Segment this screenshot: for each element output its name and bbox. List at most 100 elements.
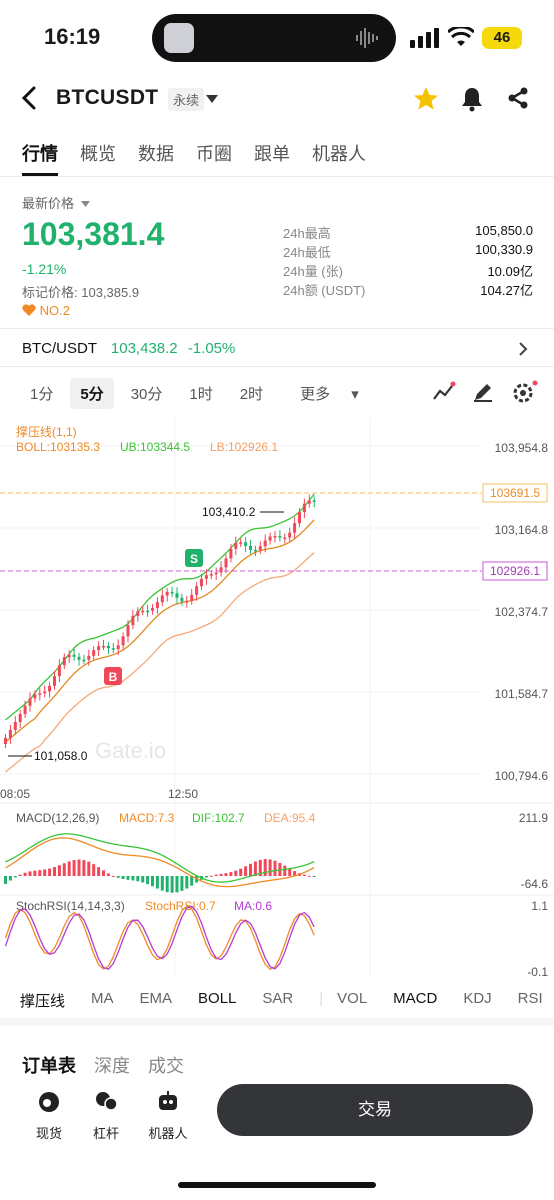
bot-button[interactable]: 机器人 — [146, 1090, 190, 1142]
boll-lb-value: LB:102926.1 — [210, 440, 278, 454]
stochrsi-line — [4, 905, 315, 971]
margin-button[interactable]: 杠杆 — [84, 1090, 128, 1142]
chevron-right-icon[interactable] — [518, 341, 528, 357]
margin-icon — [96, 1092, 118, 1111]
y-axis-label: 103,164.8 — [495, 523, 549, 537]
contract-type-badge[interactable]: 永续 — [168, 88, 205, 111]
macd-histogram-bar — [151, 876, 154, 887]
stochrsi-y-bottom: -0.1 — [527, 965, 548, 979]
macd-histogram-bar — [102, 870, 105, 876]
star-icon[interactable] — [413, 86, 439, 112]
indicator-tab-rsi[interactable]: RSI — [517, 990, 543, 1007]
indicator-tab-ema[interactable]: EMA — [139, 990, 173, 1007]
bell-icon[interactable] — [460, 86, 484, 112]
macd-histogram-bar — [302, 874, 306, 876]
tab-copy-trading[interactable]: 跟单 — [254, 144, 290, 164]
timeframe-selector: 1分 5分 30分 1时 2时 更多 ▾ — [20, 378, 376, 409]
stat-row: 24h最高 105,850.0 — [283, 223, 533, 241]
boll-upper-line — [5, 493, 315, 721]
candle-body — [244, 542, 248, 546]
candlestick-chart[interactable]: 撑压线(1,1) BOLL:103135.3 UB:103344.5 LB:10… — [0, 418, 554, 986]
macd-histogram-bar — [170, 876, 174, 893]
tab-bots[interactable]: 机器人 — [312, 144, 366, 164]
candle-body — [82, 659, 86, 662]
buy-signal-text: B — [109, 670, 118, 684]
spot-button[interactable]: 现货 — [27, 1090, 71, 1142]
indicator-tab-kdj[interactable]: KDJ — [463, 990, 492, 1007]
share-icon[interactable] — [506, 86, 530, 110]
divider — [0, 328, 554, 329]
timeframe-1m[interactable]: 1分 — [30, 386, 54, 403]
timeframe-more[interactable]: 更多 ▾ — [300, 386, 359, 403]
tab-overview[interactable]: 概览 — [80, 144, 116, 164]
indicator-tab-ma[interactable]: MA — [91, 990, 114, 1007]
boll-lower-line — [5, 552, 315, 773]
main-tabs: 行情 概览 数据 币圈 跟单 机器人 — [22, 140, 366, 176]
macd-label: MACD(12,26,9) — [16, 811, 99, 825]
candle-body — [180, 597, 184, 602]
candle-body — [28, 698, 32, 706]
indicator-tab-support[interactable]: 撑压线 — [20, 993, 66, 1010]
tab-community[interactable]: 币圈 — [196, 144, 232, 164]
y-axis-label: 100,794.6 — [495, 769, 549, 783]
candle-body — [268, 536, 272, 541]
dea-value: DEA:95.4 — [264, 811, 316, 825]
macd-histogram-bar — [224, 873, 228, 876]
settings-gear-icon[interactable] — [512, 380, 538, 404]
battery-indicator: 46 — [482, 27, 522, 49]
divider — [0, 176, 554, 177]
macd-histogram-bar — [293, 871, 297, 876]
macd-histogram-bar — [288, 868, 292, 876]
timeframe-1h[interactable]: 1时 — [189, 386, 213, 403]
candle-body — [283, 537, 287, 540]
candle-body — [146, 610, 150, 613]
timeframe-5m[interactable]: 5分 — [70, 378, 114, 409]
tab-trades[interactable]: 成交 — [148, 1056, 184, 1076]
timeframe-2h[interactable]: 2时 — [239, 386, 264, 403]
candle-body — [263, 540, 267, 547]
macd-histogram-bar — [268, 859, 272, 876]
macd-histogram-bar — [249, 863, 252, 876]
price-type-selector[interactable]: 最新价格 — [22, 193, 90, 212]
dif-line — [5, 833, 315, 883]
macd-histogram-bar — [214, 874, 218, 876]
draw-pencil-icon[interactable] — [472, 381, 494, 403]
candle-body — [253, 549, 257, 552]
indicator-tab-macd[interactable]: MACD — [393, 990, 438, 1007]
spot-price-bar[interactable]: BTC/USDT 103,438.2 -1.05% — [22, 340, 236, 357]
macd-histogram-bar — [253, 861, 257, 876]
candle-body — [38, 693, 42, 695]
macd-histogram-bar — [146, 876, 150, 885]
macd-histogram-bar — [8, 876, 12, 881]
indicator-tab-boll[interactable]: BOLL — [198, 990, 237, 1007]
candle-body — [57, 665, 61, 677]
candle-body — [249, 545, 252, 550]
rank-badge[interactable]: NO.2 — [22, 303, 70, 318]
macd-histogram-bar — [23, 872, 27, 876]
candle-body — [136, 611, 140, 616]
indicator-tab-sar[interactable]: SAR — [262, 990, 294, 1007]
heart-icon — [22, 304, 36, 316]
symbol-title[interactable]: BTCUSDT — [56, 86, 159, 109]
macd-histogram-bar — [116, 876, 120, 878]
tab-market[interactable]: 行情 — [22, 140, 58, 176]
candle-body — [219, 567, 223, 573]
macd-histogram-bar — [48, 868, 52, 876]
book-tabs: 订单表 深度 成交 — [22, 1052, 184, 1078]
candle-body — [165, 591, 169, 596]
macd-y-top: 211.9 — [519, 811, 548, 825]
back-icon[interactable] — [20, 86, 38, 110]
tab-order-book[interactable]: 订单表 — [22, 1056, 76, 1076]
indicator-tab-vol[interactable]: VOL — [337, 990, 368, 1007]
dea-line — [5, 837, 315, 888]
chevron-down-icon[interactable] — [206, 94, 218, 104]
candle-body — [293, 523, 297, 533]
trade-button[interactable]: 交易 — [217, 1084, 533, 1136]
macd-histogram-bar — [175, 876, 179, 893]
tab-data[interactable]: 数据 — [138, 144, 174, 164]
low-marker: 101,058.0 — [34, 749, 88, 763]
tab-depth[interactable]: 深度 — [94, 1056, 130, 1076]
indicator-icon[interactable] — [432, 381, 456, 403]
timeframe-30m[interactable]: 30分 — [130, 386, 163, 403]
macd-histogram-bar — [209, 875, 213, 877]
